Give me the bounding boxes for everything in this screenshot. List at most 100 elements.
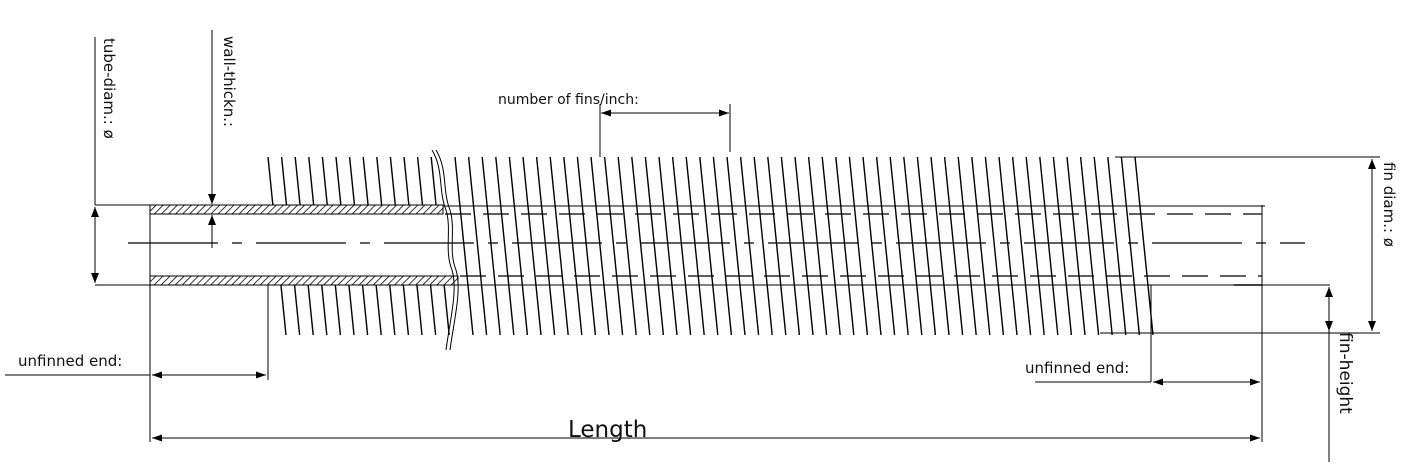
fin <box>671 156 692 336</box>
fin-bottom <box>361 284 369 336</box>
fin <box>971 156 991 336</box>
fin <box>617 156 637 336</box>
fin-bottom <box>429 284 437 336</box>
fin <box>753 156 773 336</box>
tube-diam-label: tube-diam.: ø <box>100 38 118 139</box>
fins-per-inch-dimension: number of fins/inch: <box>498 92 731 157</box>
fin <box>454 156 474 336</box>
fin <box>1107 156 1127 336</box>
fin <box>1079 156 1100 336</box>
fin <box>780 156 801 336</box>
fin-height-label: fin-height <box>1335 332 1355 414</box>
fin-bottom <box>416 284 423 336</box>
fin <box>807 156 828 336</box>
fins-per-inch-label: number of fins/inch: <box>498 92 639 108</box>
fin <box>984 156 1005 336</box>
fin <box>495 156 515 336</box>
fin <box>1052 156 1073 336</box>
fin-bottom <box>402 284 410 336</box>
fin <box>1093 156 1113 336</box>
fin-bottom <box>321 284 328 336</box>
tube-diam-dimension: tube-diam.: ø <box>91 37 150 286</box>
fin <box>631 156 651 336</box>
fin <box>998 156 1018 336</box>
fin-bottom <box>443 284 450 336</box>
fin <box>903 156 923 336</box>
fin-bottom <box>280 284 287 336</box>
fin <box>726 156 746 336</box>
fin-top <box>430 156 437 206</box>
unfinned-end-right-label: unfinned end: <box>1025 359 1129 377</box>
fin <box>658 156 678 336</box>
fin <box>875 156 896 336</box>
fin <box>576 156 597 336</box>
fin-diam-dimension: fin diam.: ø <box>1100 156 1398 334</box>
fin-top <box>416 156 424 206</box>
length-label: Length <box>568 417 647 443</box>
unfinned-end-left-dimension: unfinned end: <box>5 285 269 442</box>
fin <box>943 156 964 336</box>
fin-bottom <box>375 284 382 336</box>
fin-bottom <box>334 284 342 336</box>
fin <box>481 156 501 336</box>
tube-wall-bottom <box>149 275 459 286</box>
fin-top <box>389 156 396 206</box>
fin-top <box>348 156 356 206</box>
fin <box>862 156 882 336</box>
fin-height-dimension: fin-height <box>1234 284 1355 462</box>
fin <box>1134 156 1154 336</box>
fin-top <box>321 156 328 206</box>
fin <box>916 156 937 336</box>
fin-diam-label: fin diam.: ø <box>1380 162 1398 247</box>
fin <box>1120 156 1141 336</box>
fin <box>835 156 855 336</box>
fin-bottom <box>389 284 396 336</box>
fin-top <box>280 156 288 206</box>
fin-top <box>362 156 369 206</box>
tube-section <box>149 204 459 286</box>
fin-top <box>267 156 274 206</box>
fin <box>522 156 542 336</box>
fin <box>590 156 610 336</box>
fin <box>712 156 733 336</box>
length-dimension: Length <box>152 417 1260 443</box>
fin <box>848 156 869 336</box>
fin <box>563 156 583 336</box>
fin-bottom <box>348 284 355 336</box>
wall-thickness-dimension: wall-thickn.: <box>208 30 238 248</box>
fin <box>739 156 760 336</box>
fin <box>549 156 569 336</box>
fin-bottom <box>293 284 301 336</box>
wall-thickness-label: wall-thickn.: <box>220 36 238 127</box>
fin <box>685 156 705 336</box>
fin <box>957 156 977 336</box>
fin-top <box>335 156 342 206</box>
break-line-2 <box>435 149 459 351</box>
fin <box>821 156 841 336</box>
fin <box>1025 156 1045 336</box>
tube-wall-top <box>149 204 444 215</box>
fin <box>644 156 665 336</box>
fin <box>508 156 529 336</box>
fin-top <box>403 156 410 206</box>
fin <box>1066 156 1086 336</box>
fin <box>535 156 556 336</box>
fin <box>767 156 787 336</box>
fin-bottom <box>307 284 314 336</box>
fin-top <box>294 156 301 206</box>
fin-top <box>376 156 383 206</box>
fin <box>699 156 719 336</box>
fin-top <box>308 156 315 206</box>
fin <box>1011 156 1032 336</box>
fin <box>467 156 488 336</box>
fin <box>794 156 814 336</box>
break-line <box>431 149 455 351</box>
tube-body <box>128 149 1305 442</box>
unfinned-end-right-dimension: unfinned end: <box>1025 285 1260 386</box>
fin <box>930 156 950 336</box>
fin <box>889 156 909 336</box>
fin <box>603 156 624 336</box>
fins <box>267 156 1154 336</box>
